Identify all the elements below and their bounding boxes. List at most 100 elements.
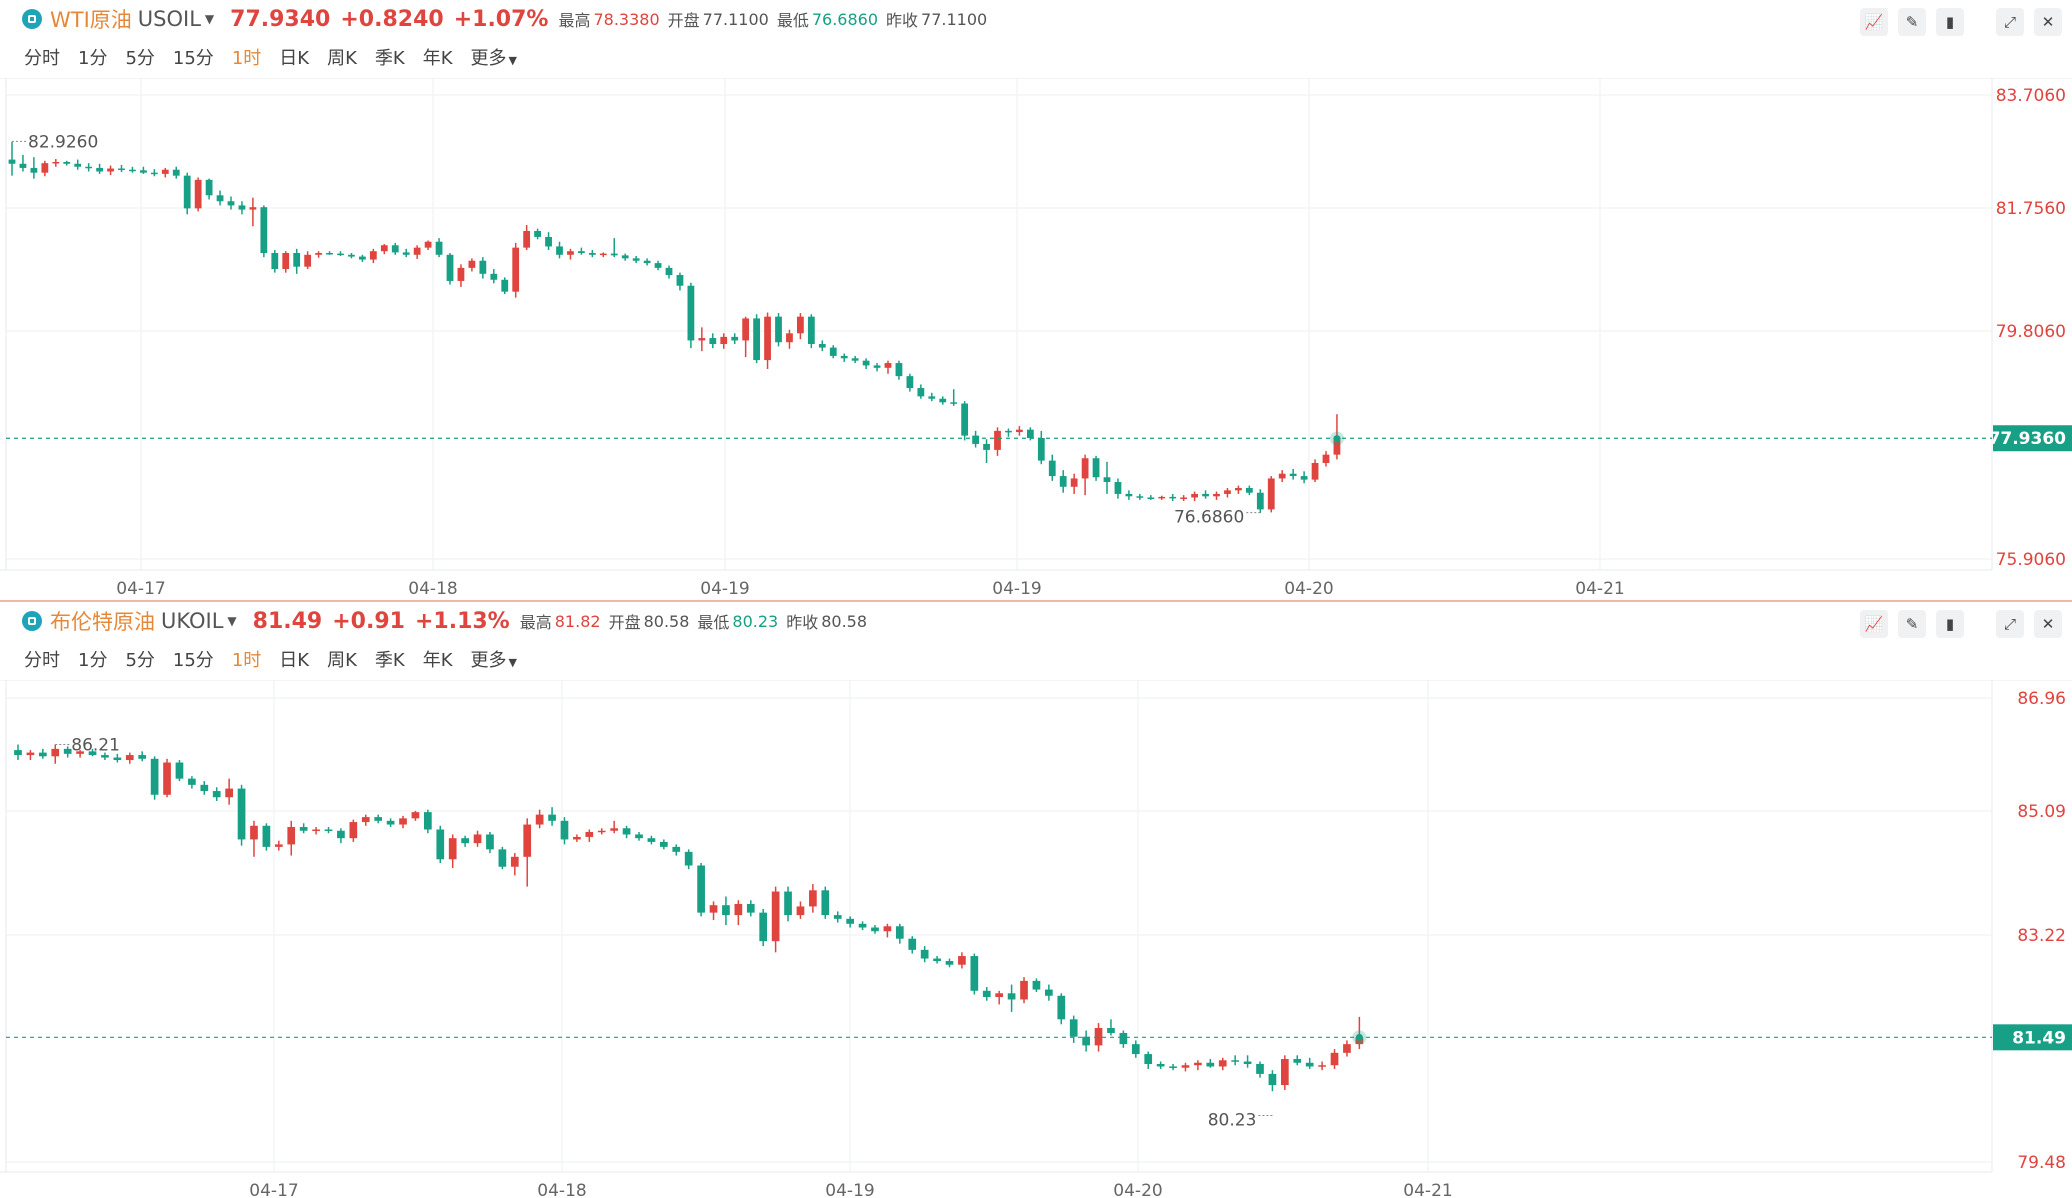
period-tab[interactable]: 年K [422,650,453,671]
candle-body [746,903,755,913]
candle [212,787,221,801]
period-tab-active[interactable]: 1时 [231,48,262,69]
period-tab[interactable]: 5分 [125,650,155,671]
draw-icon[interactable]: ✎ [1898,8,1926,36]
indicator-icon[interactable]: 📈 [1860,8,1888,36]
candle [74,159,82,170]
candle [1256,489,1264,513]
candle [188,776,196,789]
period-tab[interactable]: 周K [327,650,357,671]
candle-body [386,820,395,825]
period-tab[interactable]: 1分 [78,48,108,69]
max-marker-label: 82.9260 [28,132,98,152]
instrument-code[interactable]: UKOIL [161,609,224,633]
candle [906,373,914,392]
current-price-dot [1333,435,1341,443]
candle [1180,495,1188,502]
candle [76,750,84,758]
candle [287,820,296,856]
instrument-name[interactable]: 布伦特原油 [50,610,155,634]
candle-body [1213,493,1220,497]
period-tab[interactable]: 15分 [172,650,214,671]
candle-body [698,338,706,341]
instrument-name[interactable]: WTI原油 [50,8,132,32]
candle-type-icon[interactable]: ▮ [1936,610,1964,638]
candle [1206,1059,1215,1068]
candle [107,165,114,176]
more-periods[interactable]: 更多 ▼ [471,646,517,672]
candle-body [315,252,322,255]
candlestick-chart-brent[interactable]: 04-17 04-18 04-19 04-20 04-21 86.96 85.09 83.22… [0,680,2072,1198]
candle-type-icon[interactable]: ▮ [1936,8,1964,36]
candle [697,863,705,917]
candle-body [709,338,717,345]
candle [972,430,979,448]
indicator-icon[interactable]: 📈 [1860,610,1888,638]
x-tick-label: 04-17 [249,1181,298,1198]
candle [917,384,925,399]
period-tab[interactable]: 日K [279,48,310,69]
candle-body [337,830,345,839]
period-tab[interactable]: 季K [374,48,405,69]
candle-body [457,267,465,281]
chevron-down-icon[interactable]: ▼ [204,12,215,26]
candle-body [1147,497,1155,499]
current-price-label: 77.9360 [1989,429,2067,449]
period-tab-active[interactable]: 1时 [231,650,262,671]
candle-body [994,430,1001,450]
period-tab[interactable]: 分时 [24,650,60,671]
candle [995,990,1004,1005]
candlestick-chart-wti[interactable]: 04-17 04-18 04-19 04-19 04-20 04-21 83.7060 81.… [0,78,2072,600]
candle-body [188,778,196,785]
candle-body [1202,493,1209,497]
period-tab[interactable]: 分时 [24,48,60,69]
candle-body [1032,980,1041,990]
candle [200,781,209,795]
candle [468,258,476,272]
close-icon[interactable]: ✕ [2034,8,2062,36]
period-tab[interactable]: 5分 [125,48,155,69]
candle-body [1169,1066,1177,1068]
candle [1293,1055,1302,1066]
period-tab[interactable]: 1分 [78,650,108,671]
candle-body [933,958,941,962]
candle [118,164,125,173]
candle [413,245,421,259]
high-label: 最高 [519,613,552,632]
expand-icon[interactable]: ⤢ [1996,610,2024,638]
candle [282,251,290,273]
period-tab[interactable]: 周K [327,48,357,69]
expand-icon[interactable]: ⤢ [1996,8,2024,36]
candle [274,840,283,851]
open-label: 开盘 [667,11,700,30]
candle-body [448,838,457,860]
candle [1032,978,1041,993]
period-tab[interactable]: 日K [279,650,310,671]
close-icon[interactable]: ✕ [2034,610,2062,638]
more-periods[interactable]: 更多 ▼ [471,44,517,70]
candle [96,163,103,174]
candle-body [578,251,585,253]
candle-body [917,388,925,397]
candle-body [194,179,202,209]
candle [113,753,122,763]
candle [796,901,805,919]
candle-body [883,926,892,932]
candle [216,190,224,206]
period-tab[interactable]: 年K [422,48,453,69]
draw-icon[interactable]: ✎ [1898,610,1926,638]
candle-body [200,784,209,792]
candle-body [1256,492,1264,510]
chevron-down-icon[interactable]: ▼ [227,614,237,628]
candle [30,157,38,179]
candle-body [610,828,619,831]
candle-body [545,236,552,247]
instrument-code[interactable]: USOIL [137,7,201,31]
candle-body [908,938,917,950]
candle-body [1333,438,1341,455]
period-tab[interactable]: 15分 [172,48,214,69]
candle-body [1206,1062,1215,1067]
period-tab[interactable]: 季K [374,650,405,671]
candle [672,844,681,856]
x-tick-label: 04-21 [1403,1181,1452,1198]
